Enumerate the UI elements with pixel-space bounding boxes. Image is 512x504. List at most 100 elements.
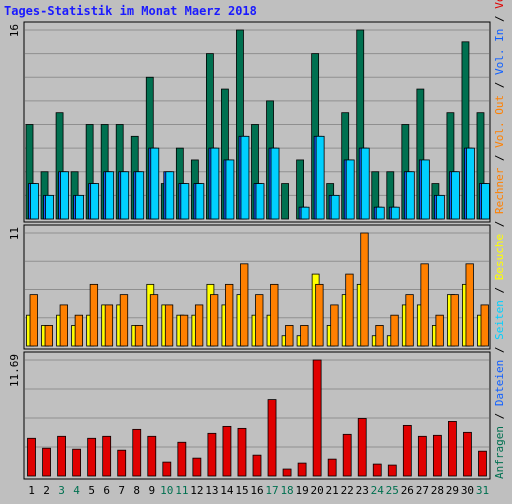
x-tick-label: 30: [461, 484, 474, 497]
bar-rechner: [270, 283, 279, 347]
bar-volumen: [372, 463, 382, 477]
bar-seiten: [60, 171, 69, 220]
bar-seiten: [360, 147, 370, 220]
bar-rechner: [74, 314, 84, 347]
bar-seiten: [435, 194, 445, 220]
bar-volumen: [147, 435, 157, 477]
x-tick-label: 5: [88, 484, 95, 497]
x-tick-label: 18: [280, 484, 293, 497]
bar-volumen: [387, 464, 397, 477]
bar-seiten: [255, 183, 265, 220]
bar-seiten: [405, 171, 415, 220]
x-tick-label: 14: [220, 484, 234, 497]
x-tick-label: 22: [341, 484, 354, 497]
x-tick-label: 24: [371, 484, 385, 497]
y-max-label: 11: [8, 227, 21, 240]
bar-seiten: [345, 159, 355, 220]
bar-rechner: [210, 294, 219, 347]
bar-rechner: [29, 294, 38, 347]
bar-seiten: [120, 171, 130, 220]
bar-seiten: [195, 183, 205, 220]
x-tick-label: 17: [265, 484, 278, 497]
bar-volumen: [357, 418, 367, 477]
panel-middle: 11: [8, 224, 491, 350]
legend-entry: /: [493, 340, 506, 360]
legend-entry: /: [493, 75, 506, 95]
bar-rechner: [179, 314, 189, 347]
legend-entry: Vol. In: [493, 29, 506, 75]
bar-rechner: [480, 304, 489, 347]
bar-volumen: [267, 399, 277, 477]
bar-volumen: [342, 433, 352, 477]
bar-volumen: [132, 428, 142, 477]
bar-rechner: [420, 263, 429, 347]
x-tick-label: 28: [431, 484, 444, 497]
bar-seiten: [315, 135, 325, 220]
bar-seiten: [225, 159, 235, 220]
bar-volumen: [57, 435, 66, 477]
bar-seiten: [390, 206, 400, 220]
x-tick-label: 20: [311, 484, 324, 497]
bar-volumen: [252, 454, 262, 477]
bar-volumen: [27, 437, 36, 477]
bar-rechner: [345, 273, 354, 347]
bar-rechner: [134, 325, 144, 347]
x-tick-label: 15: [235, 484, 248, 497]
x-tick-label: 16: [250, 484, 263, 497]
bar-volumen: [432, 434, 442, 477]
bar-volumen: [42, 447, 51, 477]
x-tick-label: 9: [148, 484, 155, 497]
bar-seiten: [375, 206, 385, 220]
bar-volumen: [237, 427, 247, 477]
bar-volumen: [72, 448, 82, 477]
x-tick-label: 10: [160, 484, 173, 497]
bar-anfragen: [281, 183, 289, 220]
x-tick-label: 11: [175, 484, 188, 497]
legend-entry: Besuche: [493, 234, 506, 280]
x-tick-label: 12: [190, 484, 203, 497]
y-max-label: 11.69: [8, 354, 21, 387]
x-tick-label: 2: [43, 484, 50, 497]
legend-entry: Dateien: [493, 360, 506, 406]
bar-volumen: [478, 450, 487, 477]
bar-volumen: [117, 449, 127, 477]
bar-rechner: [405, 294, 414, 347]
bar-volumen: [102, 435, 112, 477]
legend-entry: /: [493, 148, 506, 168]
bar-volumen: [87, 437, 97, 477]
panel-top: 16: [8, 21, 491, 223]
bar-seiten: [150, 147, 160, 220]
bar-seiten: [270, 147, 280, 220]
legend-entry: /: [493, 9, 506, 29]
bar-volumen: [312, 359, 322, 477]
bar-seiten: [135, 171, 145, 220]
x-tick-label: 31: [476, 484, 489, 497]
right-legend: Anfragen / Dateien / Seiten / Besuche / …: [493, 0, 506, 479]
bar-volumen: [282, 468, 292, 477]
bar-rechner: [300, 325, 309, 347]
bar-volumen: [417, 435, 427, 477]
panel-bottom: 11.69: [8, 351, 491, 480]
bar-seiten: [105, 171, 115, 220]
bar-rechner: [465, 263, 474, 347]
bar-rechner: [450, 294, 459, 347]
bar-seiten: [30, 183, 39, 220]
x-tick-label: 23: [356, 484, 369, 497]
bar-rechner: [89, 283, 99, 347]
bar-volumen: [222, 425, 232, 477]
x-tick-label: 26: [401, 484, 414, 497]
x-tick-label: 3: [58, 484, 65, 497]
bar-volumen: [402, 424, 412, 477]
bar-rechner: [285, 325, 294, 347]
bar-volumen: [297, 462, 307, 477]
legend-entry: Vol. Out: [493, 95, 506, 148]
legend-entry: Rechner: [493, 167, 506, 214]
x-tick-label: 19: [295, 484, 308, 497]
bar-rechner: [435, 314, 444, 347]
legend-entry: Seiten: [493, 300, 506, 340]
bar-seiten: [481, 183, 490, 220]
bar-volumen: [207, 432, 217, 477]
bar-seiten: [300, 206, 310, 220]
